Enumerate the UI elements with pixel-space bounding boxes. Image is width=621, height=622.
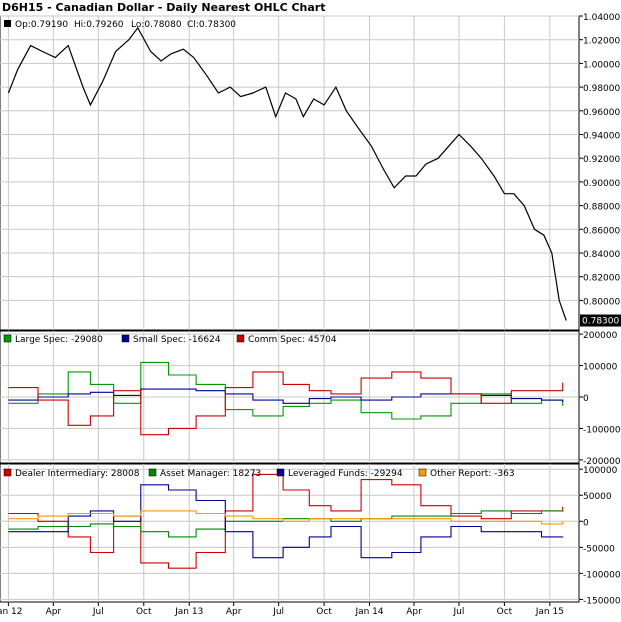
legend-swatch-dealer (3, 468, 12, 477)
y-tick-label: 0.82000 (583, 274, 620, 284)
x-tick-label: Jan 12 (0, 607, 22, 617)
ohlc-open: Op:0.79190 (15, 20, 68, 30)
y-tick-label: 0.94000 (583, 131, 620, 141)
y-tick-label: 0.92000 (583, 155, 620, 165)
price-series-line (7, 26, 567, 321)
y-tick-label: 0 (583, 518, 589, 528)
y-tick-label: 0.88000 (583, 203, 620, 213)
price-ohlc-legend: Op:0.79190 Hi:0.79260 Lo:0.78080 Cl:0.78… (4, 20, 236, 30)
y-tick-label: 0.80000 (583, 297, 620, 307)
cot-series-line-comm-spec (8, 371, 564, 436)
x-tick-label: Oct (136, 607, 152, 617)
disagg-legend: Dealer Intermediary: 28008 Asset Manager… (3, 468, 515, 479)
last-price-box (580, 314, 621, 327)
x-tick-label: Jul (92, 607, 104, 617)
chart-title: D6H15 - Canadian Dollar - Daily Nearest … (2, 1, 326, 14)
legend-swatch-other-report (418, 468, 427, 477)
legend-swatch-comm-spec (236, 334, 245, 343)
legend-swatch-leveraged (276, 468, 285, 477)
y-tick-label: 0 (583, 394, 589, 404)
price-legend-swatch (4, 20, 11, 27)
y-tick-label: 1.00000 (583, 60, 620, 70)
legend-swatch-asset-manager (148, 468, 157, 477)
y-tick-label: 200000 (583, 331, 618, 341)
x-tick-label: Jul (453, 607, 465, 617)
last-price-label: 0.78300 (582, 317, 619, 327)
grid-layer (0, 15, 579, 602)
cot-series-line-dealer (8, 473, 564, 569)
x-tick-label: Apr (46, 607, 62, 617)
ohlc-close: Cl:0.78300 (187, 20, 236, 30)
y-tick-label: 1.04000 (583, 13, 620, 23)
x-tick-label: Apr (226, 607, 242, 617)
ohlc-low: Lo:0.78080 (131, 20, 182, 30)
legend-dealer: Dealer Intermediary: 28008 (15, 469, 140, 479)
disagg-panel-frame (0, 463, 580, 603)
legacy-legend: Large Spec: -29080 Small Spec: -16624 Co… (3, 334, 337, 345)
y-tick-label: -100000 (583, 570, 621, 580)
legend-large-spec: Large Spec: -29080 (15, 335, 103, 345)
ohlc-high: Hi:0.79260 (74, 20, 124, 30)
y-tick-label: 50000 (583, 492, 612, 502)
y-tick-label: 100000 (583, 363, 618, 373)
y-tick-label: -150000 (583, 596, 621, 606)
x-tick-label: Jan 14 (354, 607, 383, 617)
y-tick-label: 0.96000 (583, 108, 620, 118)
axis-layer: 1.04000 1.02000 1.00000 0.98000 0.96000 0.940… (0, 13, 621, 617)
legend-other-report: Other Report: -363 (430, 469, 515, 479)
y-tick-label: 0.98000 (583, 84, 620, 94)
y-tick-label: -200000 (583, 457, 621, 467)
y-tick-label: -50000 (583, 544, 615, 554)
legend-swatch-large-spec (3, 334, 12, 343)
legend-swatch-small-spec (121, 334, 130, 343)
price-panel-frame (0, 15, 580, 331)
x-tick-label: Jan 15 (535, 607, 564, 617)
y-tick-label: 1.02000 (583, 37, 620, 47)
legend-comm-spec: Comm Spec: 45704 (248, 335, 337, 345)
x-tick-label: Oct (497, 607, 513, 617)
legend-leveraged: Leveraged Funds: -29294 (288, 469, 403, 479)
cot-series-line-other-report (8, 510, 564, 525)
y-tick-label: 100000 (583, 466, 618, 476)
x-tick-label: Oct (316, 607, 332, 617)
legend-asset-manager: Asset Manager: 18273 (160, 469, 261, 479)
y-tick-label: -100000 (583, 425, 621, 435)
y-tick-label: 0.86000 (583, 226, 620, 236)
legend-small-spec: Small Spec: -16624 (133, 335, 221, 345)
series-layer (7, 26, 567, 569)
x-tick-label: Apr (406, 607, 422, 617)
x-tick-label: Jul (272, 607, 284, 617)
y-tick-label: 0.84000 (583, 250, 620, 260)
y-tick-label: 0.90000 (583, 179, 620, 189)
x-tick-label: Jan 13 (174, 607, 203, 617)
